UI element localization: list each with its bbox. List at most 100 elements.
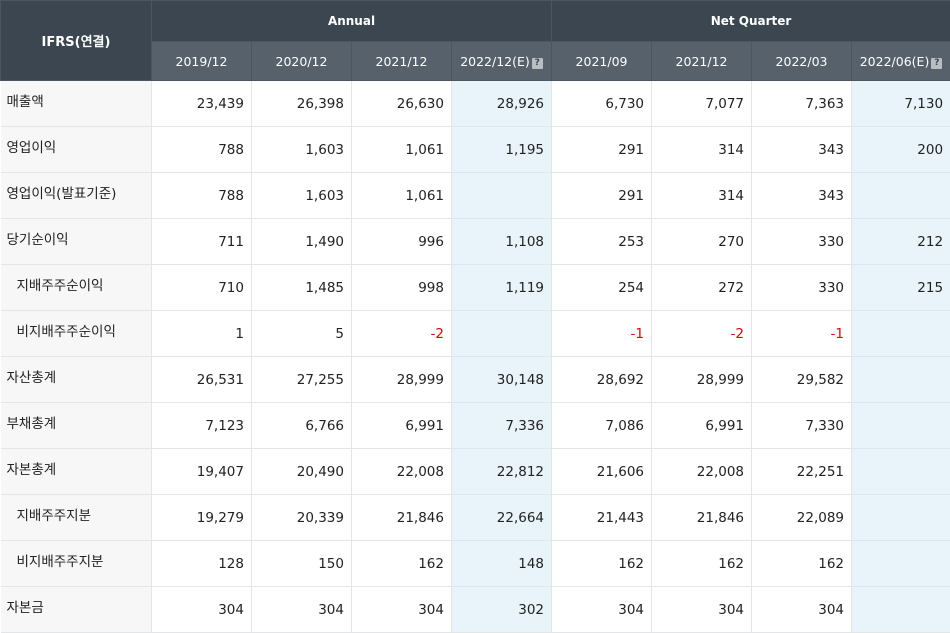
- table-cell: 200: [852, 127, 950, 173]
- period-label: 2021/12: [676, 54, 728, 69]
- table-cell: 996: [352, 219, 452, 265]
- table-cell: [852, 495, 950, 541]
- period-label: 2019/12: [176, 54, 228, 69]
- table-cell: 304: [552, 587, 652, 633]
- period-header-5: 2021/12: [652, 42, 752, 81]
- row-label: 매출액: [1, 81, 152, 127]
- table-cell: 1: [152, 311, 252, 357]
- table-cell: 7,330: [752, 403, 852, 449]
- table-cell: 28,692: [552, 357, 652, 403]
- table-cell: -1: [552, 311, 652, 357]
- table-cell: [452, 173, 552, 219]
- table-cell: [852, 449, 950, 495]
- table-cell: 1,061: [352, 127, 452, 173]
- period-header-0: 2019/12: [152, 42, 252, 81]
- table-cell: 19,279: [152, 495, 252, 541]
- period-header-6: 2022/03: [752, 42, 852, 81]
- row-label: 비지배주주순이익: [1, 311, 152, 357]
- table-cell: 29,582: [752, 357, 852, 403]
- table-cell: 314: [652, 127, 752, 173]
- table-cell: 304: [652, 587, 752, 633]
- table-cell: 215: [852, 265, 950, 311]
- table-cell: 28,999: [352, 357, 452, 403]
- table-cell: 291: [552, 127, 652, 173]
- table-cell: 1,108: [452, 219, 552, 265]
- period-header-2: 2021/12: [352, 42, 452, 81]
- table-cell: 1,603: [252, 127, 352, 173]
- table-cell: 162: [652, 541, 752, 587]
- table-cell: 270: [652, 219, 752, 265]
- table-cell: [852, 403, 950, 449]
- table-cell: 22,664: [452, 495, 552, 541]
- table-cell: 26,398: [252, 81, 352, 127]
- table-cell: 212: [852, 219, 950, 265]
- help-icon[interactable]: ?: [532, 58, 543, 69]
- period-header-4: 2021/09: [552, 42, 652, 81]
- table-cell: 1,119: [452, 265, 552, 311]
- table-cell: -2: [652, 311, 752, 357]
- table-cell: 6,766: [252, 403, 352, 449]
- table-cell: 22,089: [752, 495, 852, 541]
- table-cell: 26,630: [352, 81, 452, 127]
- table-cell: [852, 541, 950, 587]
- table-cell: 28,926: [452, 81, 552, 127]
- quarter-group-header: Net Quarter: [552, 1, 950, 42]
- table-cell: 128: [152, 541, 252, 587]
- row-label: 지배주주순이익: [1, 265, 152, 311]
- table-cell: 343: [752, 127, 852, 173]
- table-cell: 28,999: [652, 357, 752, 403]
- table-cell: 150: [252, 541, 352, 587]
- table-cell: 19,407: [152, 449, 252, 495]
- table-cell: 6,991: [652, 403, 752, 449]
- table-cell: 1,603: [252, 173, 352, 219]
- table-cell: 304: [352, 587, 452, 633]
- row-label: 자본총계: [1, 449, 152, 495]
- period-label: 2020/12: [276, 54, 328, 69]
- table-cell: 302: [452, 587, 552, 633]
- table-cell: 27,255: [252, 357, 352, 403]
- table-cell: 22,812: [452, 449, 552, 495]
- annual-group-header: Annual: [152, 1, 552, 42]
- table-cell: 23,439: [152, 81, 252, 127]
- table-cell: [852, 357, 950, 403]
- table-cell: 1,485: [252, 265, 352, 311]
- table-cell: 162: [752, 541, 852, 587]
- table-cell: 330: [752, 219, 852, 265]
- row-label: 비지배주주지분: [1, 541, 152, 587]
- table-cell: 21,846: [352, 495, 452, 541]
- table-cell: 22,008: [652, 449, 752, 495]
- period-header-3: 2022/12(E)?: [452, 42, 552, 81]
- table-cell: 253: [552, 219, 652, 265]
- table-cell: 20,339: [252, 495, 352, 541]
- table-cell: 148: [452, 541, 552, 587]
- help-icon[interactable]: ?: [931, 58, 942, 69]
- period-header-7: 2022/06(E)?: [852, 42, 950, 81]
- table-cell: -2: [352, 311, 452, 357]
- row-label: 자본금: [1, 587, 152, 633]
- row-label: 영업이익: [1, 127, 152, 173]
- table-cell: -1: [752, 311, 852, 357]
- table-cell: 7,363: [752, 81, 852, 127]
- period-label: 2021/09: [576, 54, 628, 69]
- table-cell: 711: [152, 219, 252, 265]
- table-cell: 254: [552, 265, 652, 311]
- table-cell: 272: [652, 265, 752, 311]
- table-cell: 21,606: [552, 449, 652, 495]
- table-cell: 6,991: [352, 403, 452, 449]
- table-cell: 26,531: [152, 357, 252, 403]
- table-cell: 22,251: [752, 449, 852, 495]
- table-cell: 1,490: [252, 219, 352, 265]
- period-label: 2022/12(E): [460, 54, 530, 69]
- table-cell: 1,195: [452, 127, 552, 173]
- table-cell: 162: [352, 541, 452, 587]
- row-label: 부채총계: [1, 403, 152, 449]
